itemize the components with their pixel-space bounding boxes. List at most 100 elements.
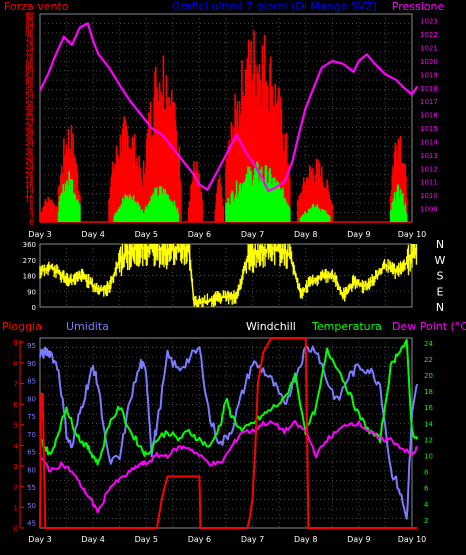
chart3-rain-tick: 4 <box>14 442 19 450</box>
chart1-right-tick: 1017 <box>420 98 438 106</box>
chart1-x-tick-label: Day 4 <box>81 230 104 239</box>
chart1-left-tick: 68 <box>25 58 34 66</box>
chart3-rain-ticks: 0 1 2 3 4 5 6 7 8 9 <box>14 339 24 533</box>
chart3-humidity-tick: 45 <box>27 520 36 528</box>
chart1-right-tick: 1012 <box>420 165 438 173</box>
chart3-right-tick: 10 <box>424 453 433 461</box>
chart3-right-tick: 6 <box>424 485 429 493</box>
chart2-compass-label: W <box>435 254 446 267</box>
chart3-x-tick-label: Day 7 <box>241 535 264 544</box>
chart1-x-tick-label: Day 5 <box>135 230 158 239</box>
chart1-right-tick: 1009 <box>420 206 438 214</box>
chart1-left-tick: 34 <box>25 139 34 147</box>
chart1-right-tick: 1010 <box>420 192 438 200</box>
chart1-right-tick: 1022 <box>420 31 438 39</box>
chart3-right-tick: 2 <box>424 517 428 525</box>
chart2-compass-label: S <box>437 270 444 283</box>
chart2-left-ticks: 0 90 180 270 360 <box>23 241 36 312</box>
chart3-humidity-tick: 90 <box>27 360 36 368</box>
chart1-left-tick: 84 <box>25 20 34 28</box>
chart1-left-tick: 12 <box>25 191 34 199</box>
chart1-left-tick: 0 <box>30 219 34 227</box>
chart3-rain-tick: 9 <box>14 339 18 347</box>
chart3-humidity-ticks: 45 50 55 60 65 70 75 80 85 90 95 <box>27 342 36 528</box>
chart1-left-tick: 52 <box>25 96 34 104</box>
chart1-right-ticks: 1009 1010 1011 1012 1013 1014 1015 1016 1017 1018… <box>420 18 438 214</box>
chart1-left-tick: 18 <box>25 176 34 184</box>
chart1-left-tick: 72 <box>25 49 34 57</box>
legend-temperature: Temperatura <box>311 320 382 333</box>
chart1-left-tick: 48 <box>25 106 34 114</box>
chart1-left-ticks: 0246810121416182022242628303234363840424… <box>25 11 34 227</box>
chart1-x-ticks: Day 3 Day 4 Day 5 Day 6 Day 7 Day 8 Day 9 Day 1… <box>28 230 426 239</box>
chart1-title: Grafici ultimi 7 giorni (Di Mango SVZ) <box>172 0 377 13</box>
chart3-rain-tick: 2 <box>14 484 18 492</box>
chart1-left-tick: 28 <box>25 153 34 161</box>
chart3-humidity-tick: 75 <box>27 413 36 421</box>
chart3-right-tick: 16 <box>424 404 433 412</box>
chart1-right-tick: 1013 <box>420 152 438 160</box>
chart3-right-tick: 22 <box>424 356 433 364</box>
chart1-x-tick-label: Day 9 <box>347 230 370 239</box>
chart1-left-tick: 24 <box>25 162 34 170</box>
chart1-left-tick: 66 <box>25 63 34 71</box>
chart3-humidity-tick: 95 <box>27 342 36 350</box>
humidity-line <box>39 345 419 520</box>
chart1-left-tick: 82 <box>25 25 34 33</box>
chart3-rain-tick: 0 <box>14 525 18 533</box>
chart2-left-tick: 0 <box>32 304 36 312</box>
chart1-left-tick: 30 <box>25 148 34 156</box>
chart1-right-tick: 1014 <box>420 138 438 146</box>
chart1-pressure-series <box>39 22 419 193</box>
chart1-left-tick: 80 <box>25 30 34 38</box>
chart1-left-tick: 70 <box>25 54 34 62</box>
chart3-right-tick: 18 <box>424 388 433 396</box>
chart3-humidity-tick: 50 <box>27 502 36 510</box>
chart1-left-tick: 38 <box>25 129 34 137</box>
chart1-left-tick: 2 <box>30 214 34 222</box>
direction-line <box>39 246 418 305</box>
chart3-right-tick: 4 <box>424 501 429 509</box>
chart1-left-tick: 40 <box>25 124 34 132</box>
chart1-left-tick: 32 <box>25 143 34 151</box>
chart3-right-tick: 24 <box>424 340 433 348</box>
chart3-humidity-tick: 70 <box>27 431 36 439</box>
chart3-rain-series <box>39 337 418 529</box>
chart1-avg-wind-series <box>57 161 408 222</box>
chart2-left-tick: 270 <box>23 257 36 265</box>
chart1-left-tick: 6 <box>30 205 35 213</box>
chart1-x-tick-label: Day 6 <box>188 230 211 239</box>
chart1-left-tick: 46 <box>25 110 34 118</box>
chart1-left-tick: 74 <box>25 44 34 52</box>
chart2-compass-label: E <box>437 285 444 298</box>
pressure-line <box>39 22 419 193</box>
chart3-rain-tick: 7 <box>14 380 18 388</box>
chart3-rain-tick: 6 <box>14 401 19 409</box>
legend-windchill: Windchill <box>246 320 296 333</box>
temperature-line <box>39 338 419 466</box>
chart1-left-tick: 54 <box>25 91 34 99</box>
chart1-x-tick-label: Day 3 <box>28 230 51 239</box>
chart3-right-tick: 20 <box>424 372 433 380</box>
chart1-x-tick-label: Day 10 <box>398 230 427 239</box>
chart2-left-tick: 180 <box>23 273 36 281</box>
chart2-direction-series <box>39 244 418 307</box>
chart1-left-tick: 8 <box>30 200 34 208</box>
chart1-left-tick: 88 <box>25 11 34 19</box>
chart1-left-tick: 42 <box>25 120 34 128</box>
legend-rain: Pioggia <box>2 320 42 333</box>
chart3-dewpoint-series <box>39 420 418 514</box>
chart1-left-tick: 14 <box>25 186 34 194</box>
chart1-left-tick: 60 <box>25 77 34 85</box>
chart2-left-tick: 90 <box>27 288 36 296</box>
chart1-left-tick: 10 <box>25 195 34 203</box>
chart3-x-tick-label: Day 8 <box>294 535 317 544</box>
chart3-right-tick: 14 <box>424 420 433 428</box>
chart1-left-tick: 22 <box>25 167 34 175</box>
chart3-x-tick-label: Day 5 <box>135 535 158 544</box>
chart3-rain-tick: 5 <box>14 422 18 430</box>
chart1-right-tick: 1018 <box>420 85 438 93</box>
